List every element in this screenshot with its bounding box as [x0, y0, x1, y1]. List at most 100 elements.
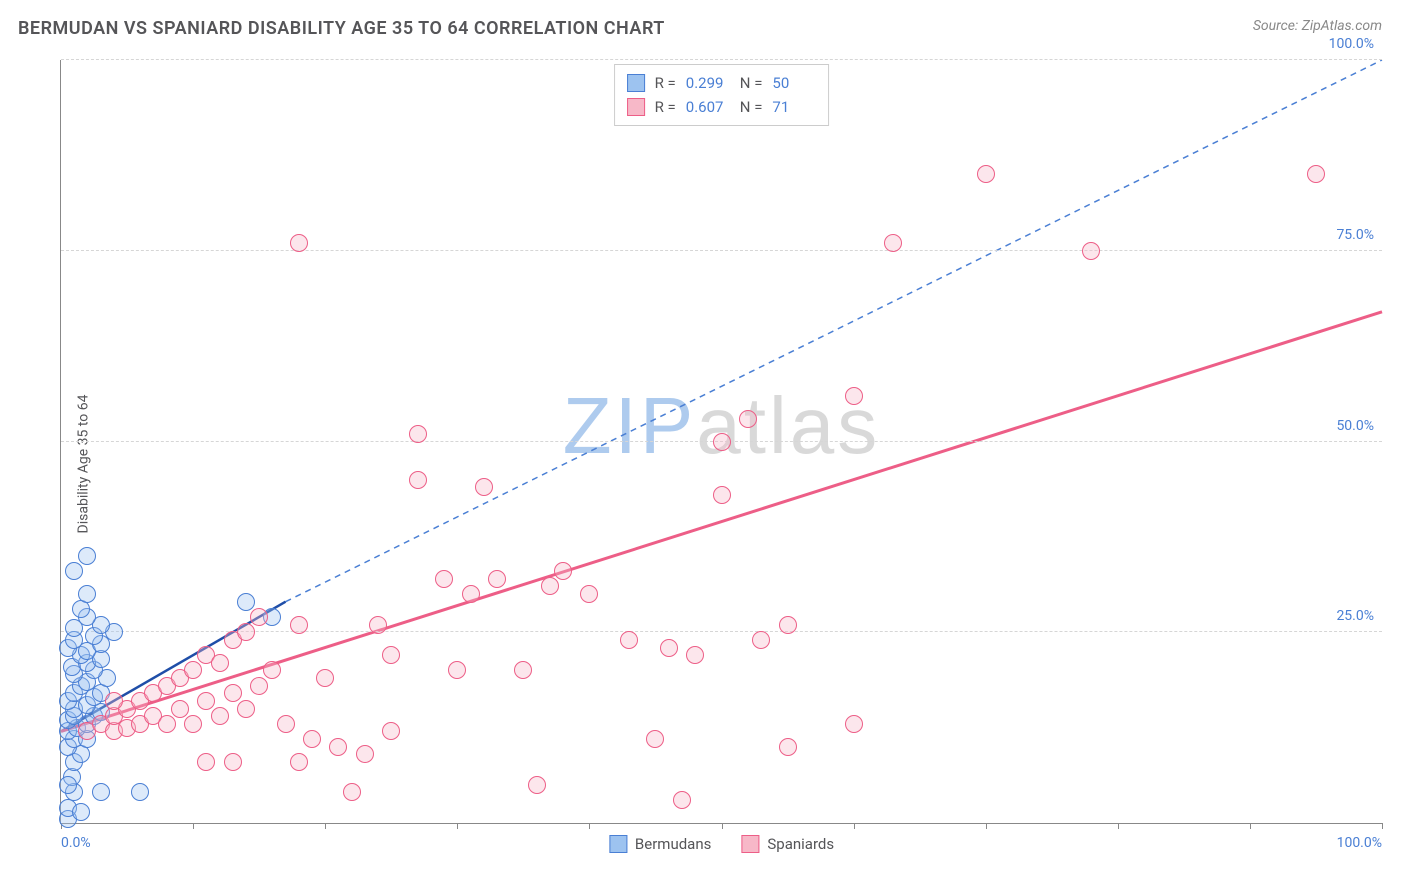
scatter-point — [541, 577, 559, 595]
scatter-point — [184, 715, 202, 733]
scatter-point — [514, 661, 532, 679]
scatter-point — [303, 730, 321, 748]
ytick-label: 25.0% — [1336, 608, 1374, 624]
xtick — [193, 823, 194, 829]
source-attribution: Source: ZipAtlas.com — [1253, 18, 1382, 34]
scatter-point — [779, 738, 797, 756]
n-label: N = — [740, 71, 763, 95]
scatter-point — [78, 585, 96, 603]
scatter-point — [158, 715, 176, 733]
n-value: 50 — [772, 71, 816, 95]
xtick — [986, 823, 987, 829]
scatter-point — [250, 677, 268, 695]
scatter-point — [72, 803, 90, 821]
xtick-label: 100.0% — [1337, 835, 1382, 851]
ytick-label: 75.0% — [1336, 227, 1374, 243]
scatter-point — [131, 783, 149, 801]
scatter-point — [435, 570, 453, 588]
xtick-label: 0.0% — [61, 835, 91, 851]
trend-line — [61, 312, 1382, 732]
r-value: 0.299 — [686, 71, 730, 95]
legend-swatch — [627, 74, 645, 92]
scatter-point — [580, 585, 598, 603]
source-label: Source: — [1253, 18, 1302, 34]
scatter-point — [211, 654, 229, 672]
scatter-point — [263, 661, 281, 679]
scatter-point — [290, 234, 308, 252]
scatter-point — [237, 593, 255, 611]
chart-container: Disability Age 35 to 64 ZIPatlas R = 0.2… — [18, 60, 1382, 868]
scatter-point — [197, 753, 215, 771]
ytick-label: 100.0% — [1329, 36, 1374, 52]
scatter-point — [646, 730, 664, 748]
r-value: 0.607 — [686, 95, 730, 119]
scatter-point — [92, 783, 110, 801]
xtick — [1250, 823, 1251, 829]
scatter-point — [224, 684, 242, 702]
scatter-point — [475, 478, 493, 496]
scatter-point — [382, 646, 400, 664]
scatter-point — [554, 562, 572, 580]
legend-stats: R = 0.299 N = 50 R = 0.607 N = 71 — [614, 64, 830, 126]
scatter-point — [462, 585, 480, 603]
scatter-point — [78, 547, 96, 565]
legend-series-item: Bermudans — [609, 835, 711, 853]
scatter-point — [59, 776, 77, 794]
ytick-label: 50.0% — [1336, 418, 1374, 434]
scatter-point — [1307, 165, 1325, 183]
r-label: R = — [655, 71, 676, 95]
xtick — [457, 823, 458, 829]
scatter-point — [369, 616, 387, 634]
watermark-brand-a: ZIP — [563, 381, 696, 470]
scatter-point — [528, 776, 546, 794]
scatter-point — [237, 700, 255, 718]
scatter-point — [1082, 242, 1100, 260]
scatter-point — [65, 562, 83, 580]
scatter-point — [290, 616, 308, 634]
scatter-point — [673, 791, 691, 809]
legend-swatch — [609, 835, 627, 853]
trend-line — [286, 60, 1382, 602]
scatter-point — [356, 745, 374, 763]
scatter-point — [329, 738, 347, 756]
scatter-point — [488, 570, 506, 588]
r-label: R = — [655, 95, 676, 119]
xtick — [589, 823, 590, 829]
scatter-point — [237, 623, 255, 641]
legend-stats-row: R = 0.299 N = 50 — [627, 71, 817, 95]
scatter-point — [409, 471, 427, 489]
n-label: N = — [740, 95, 763, 119]
scatter-point — [409, 425, 427, 443]
source-name: ZipAtlas.com — [1302, 18, 1382, 34]
xtick — [325, 823, 326, 829]
legend-series: Bermudans Spaniards — [609, 835, 834, 853]
xtick — [854, 823, 855, 829]
gridline — [61, 59, 1382, 60]
scatter-point — [620, 631, 638, 649]
scatter-point — [845, 387, 863, 405]
legend-label: Bermudans — [635, 835, 711, 853]
scatter-point — [211, 707, 229, 725]
legend-swatch — [741, 835, 759, 853]
watermark: ZIPatlas — [563, 380, 880, 472]
legend-label: Spaniards — [767, 835, 834, 853]
xtick — [1382, 823, 1383, 829]
scatter-point — [845, 715, 863, 733]
scatter-point — [779, 616, 797, 634]
n-value: 71 — [772, 95, 816, 119]
scatter-point — [343, 783, 361, 801]
scatter-point — [713, 433, 731, 451]
scatter-point — [105, 692, 123, 710]
scatter-point — [739, 410, 757, 428]
scatter-point — [752, 631, 770, 649]
scatter-point — [686, 646, 704, 664]
scatter-point — [250, 608, 268, 626]
legend-stats-row: R = 0.607 N = 71 — [627, 95, 817, 119]
scatter-point — [884, 234, 902, 252]
xtick — [1118, 823, 1119, 829]
scatter-point — [977, 165, 995, 183]
scatter-point — [316, 669, 334, 687]
gridline — [61, 250, 1382, 251]
scatter-point — [197, 692, 215, 710]
legend-series-item: Spaniards — [741, 835, 834, 853]
